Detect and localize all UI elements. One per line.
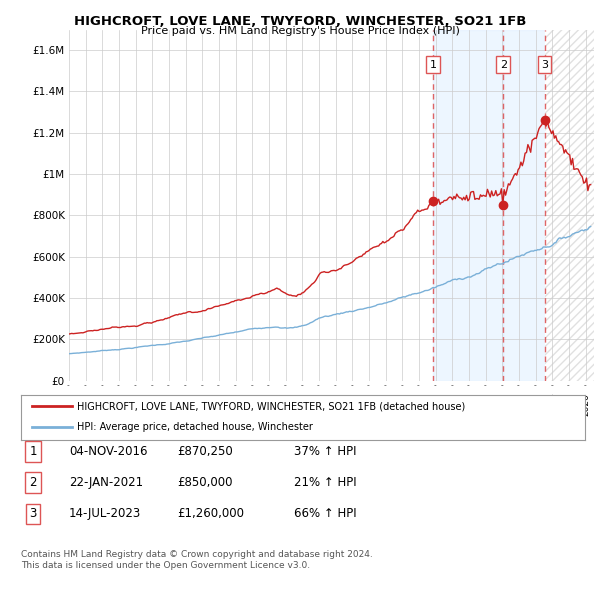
Text: 2009: 2009 <box>298 393 307 416</box>
Text: 2026: 2026 <box>581 393 590 415</box>
Text: 2014: 2014 <box>381 393 390 415</box>
Text: 2025: 2025 <box>565 393 574 415</box>
Text: 2023: 2023 <box>531 393 540 415</box>
Text: 2008: 2008 <box>281 393 290 416</box>
Text: 2002: 2002 <box>181 393 190 415</box>
Text: £1,260,000: £1,260,000 <box>177 507 244 520</box>
Text: 2: 2 <box>29 476 37 489</box>
Text: 14-JUL-2023: 14-JUL-2023 <box>69 507 141 520</box>
Text: Price paid vs. HM Land Registry's House Price Index (HPI): Price paid vs. HM Land Registry's House … <box>140 26 460 36</box>
Text: 1998: 1998 <box>115 393 124 416</box>
Text: 2016: 2016 <box>415 393 424 416</box>
Text: 21% ↑ HPI: 21% ↑ HPI <box>294 476 356 489</box>
Text: £850,000: £850,000 <box>177 476 233 489</box>
Text: HIGHCROFT, LOVE LANE, TWYFORD, WINCHESTER, SO21 1FB: HIGHCROFT, LOVE LANE, TWYFORD, WINCHESTE… <box>74 15 526 28</box>
Text: 1999: 1999 <box>131 393 140 416</box>
Text: 2022: 2022 <box>514 393 523 415</box>
Text: 66% ↑ HPI: 66% ↑ HPI <box>294 507 356 520</box>
Text: 1: 1 <box>430 60 436 70</box>
Text: 2000: 2000 <box>148 393 157 416</box>
Bar <box>503 30 545 381</box>
Text: 2011: 2011 <box>331 393 340 416</box>
Text: 2001: 2001 <box>164 393 173 416</box>
Text: 2021: 2021 <box>498 393 507 415</box>
Text: HIGHCROFT, LOVE LANE, TWYFORD, WINCHESTER, SO21 1FB (detached house): HIGHCROFT, LOVE LANE, TWYFORD, WINCHESTE… <box>77 401 466 411</box>
Text: HPI: Average price, detached house, Winchester: HPI: Average price, detached house, Winc… <box>77 422 313 432</box>
Text: 22-JAN-2021: 22-JAN-2021 <box>69 476 143 489</box>
Text: 2020: 2020 <box>481 393 490 415</box>
Text: 2015: 2015 <box>398 393 407 416</box>
Text: 1995: 1995 <box>64 393 73 416</box>
Text: 2005: 2005 <box>231 393 240 416</box>
Text: 2010: 2010 <box>314 393 323 416</box>
Text: 2: 2 <box>500 60 507 70</box>
Text: Contains HM Land Registry data © Crown copyright and database right 2024.: Contains HM Land Registry data © Crown c… <box>21 550 373 559</box>
Text: 37% ↑ HPI: 37% ↑ HPI <box>294 445 356 458</box>
Text: 2003: 2003 <box>198 393 207 416</box>
Text: 3: 3 <box>541 60 548 70</box>
Text: This data is licensed under the Open Government Licence v3.0.: This data is licensed under the Open Gov… <box>21 560 310 569</box>
Text: 1997: 1997 <box>98 393 107 416</box>
Text: 2017: 2017 <box>431 393 440 416</box>
Bar <box>545 30 594 381</box>
Text: 2004: 2004 <box>214 393 223 415</box>
Bar <box>545 30 594 381</box>
Text: 2012: 2012 <box>348 393 357 415</box>
Text: 1996: 1996 <box>81 393 90 416</box>
Bar <box>433 30 503 381</box>
Text: 2007: 2007 <box>265 393 274 416</box>
Text: £870,250: £870,250 <box>177 445 233 458</box>
Text: 04-NOV-2016: 04-NOV-2016 <box>69 445 148 458</box>
Text: 2018: 2018 <box>448 393 457 416</box>
Text: 2019: 2019 <box>464 393 473 416</box>
Text: 3: 3 <box>29 507 37 520</box>
Text: 1: 1 <box>29 445 37 458</box>
Text: 2006: 2006 <box>248 393 257 416</box>
Text: 2024: 2024 <box>548 393 557 415</box>
Text: 2013: 2013 <box>364 393 373 416</box>
